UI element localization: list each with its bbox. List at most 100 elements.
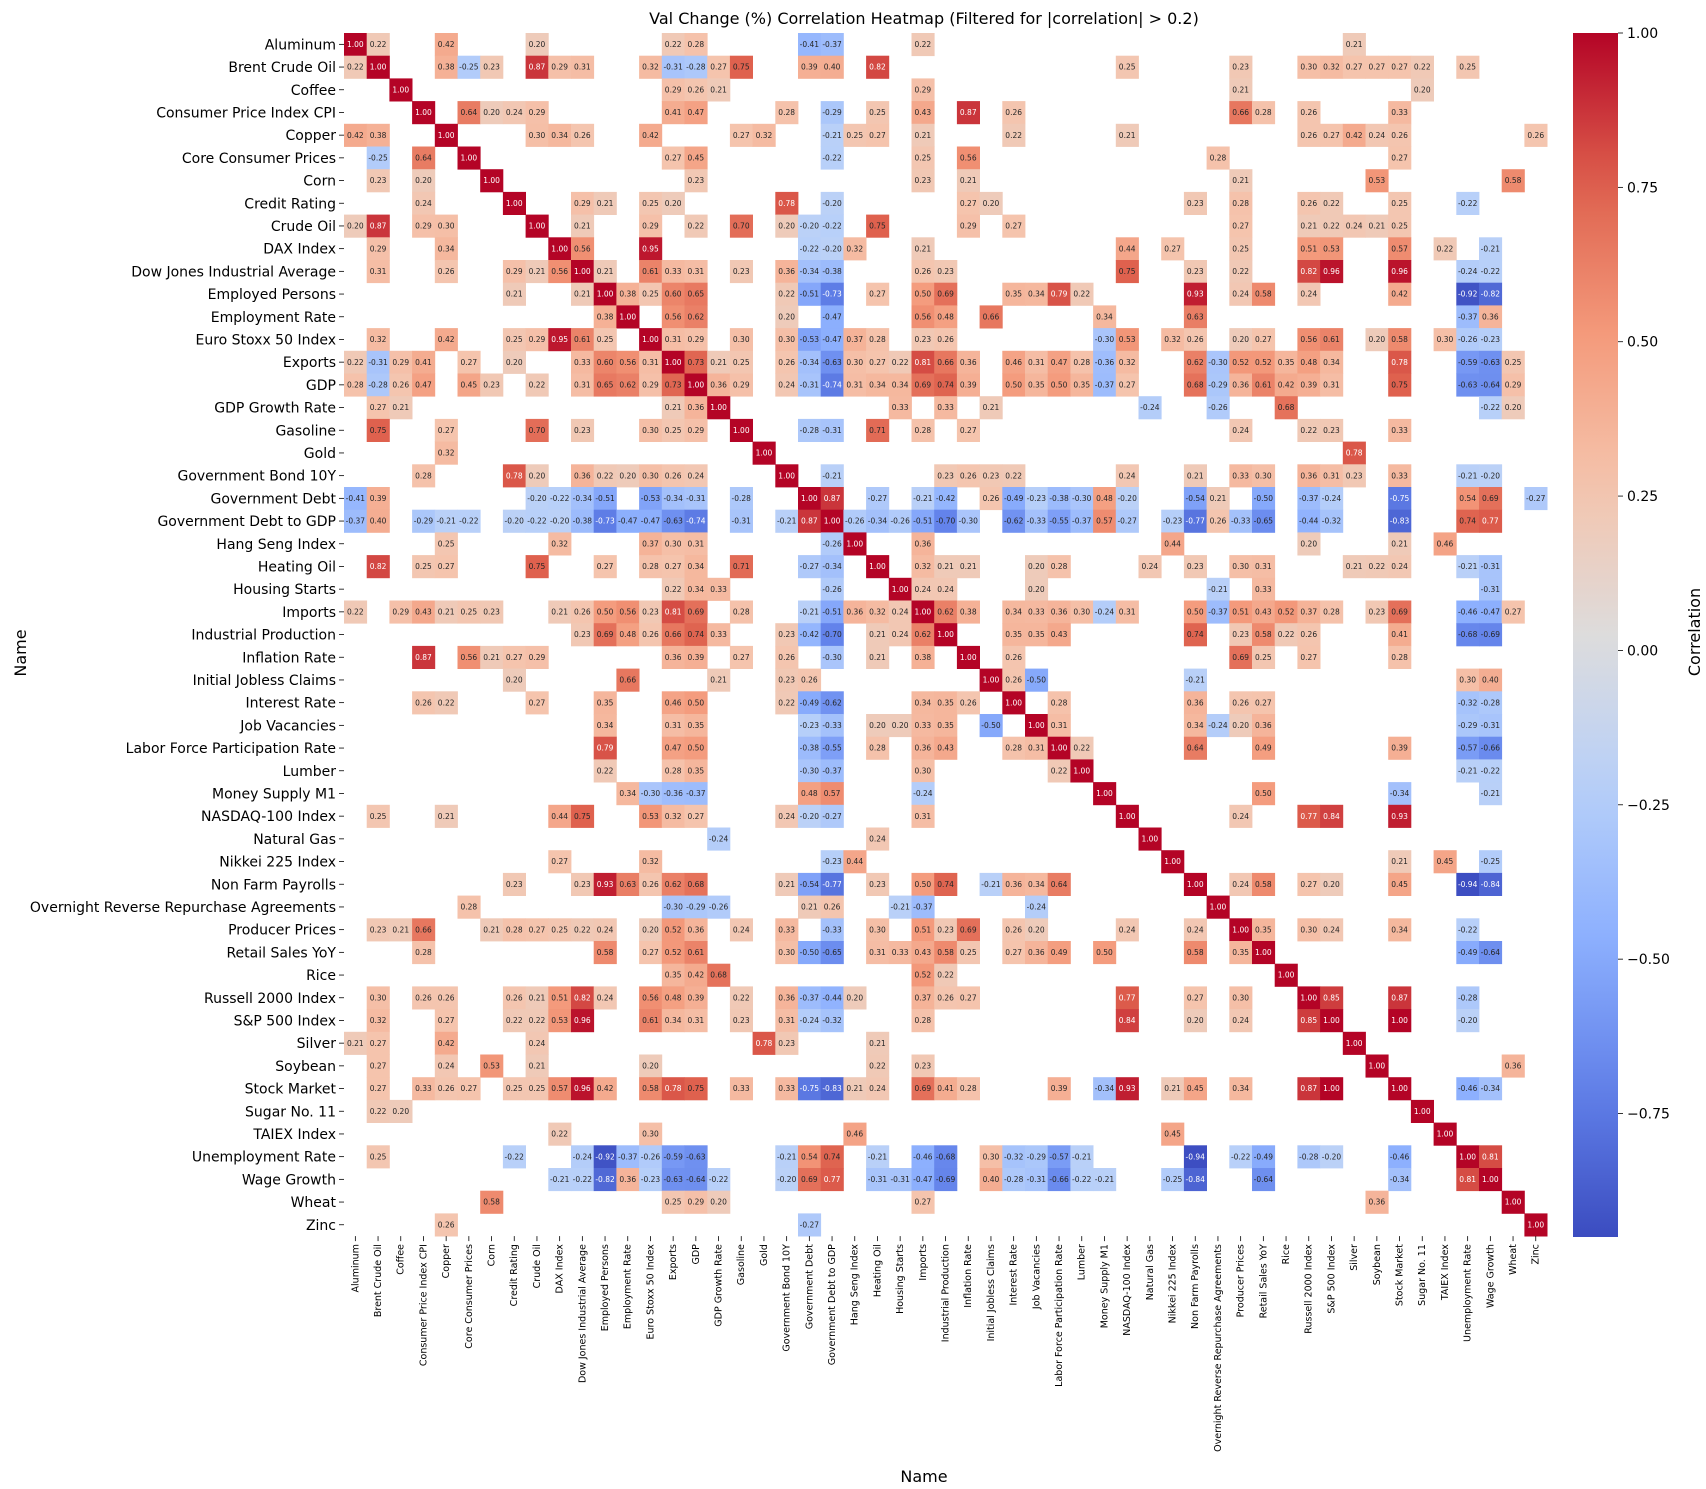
heatmap-cell — [593, 986, 617, 1010]
heatmap-cell — [1297, 532, 1321, 556]
heatmap-cell — [480, 101, 504, 125]
cell-value-label: -0.22 — [527, 517, 547, 526]
cell-value-label: 0.27 — [1505, 607, 1522, 616]
cell-value-label: 0.57 — [824, 789, 841, 798]
cell-value-label: 0.31 — [574, 63, 591, 72]
x-tick-label: Housing Starts — [895, 1244, 906, 1314]
cell-value-label: 0.25 — [597, 335, 614, 344]
cell-value-label: -0.55 — [1049, 517, 1069, 526]
cell-value-label: 0.32 — [642, 63, 659, 72]
heatmap-cell — [1115, 600, 1139, 624]
heatmap-cell — [1183, 691, 1207, 715]
cell-value-label: 0.41 — [665, 108, 682, 117]
heatmap-cell — [1252, 577, 1276, 601]
heatmap-cell — [1161, 509, 1185, 533]
cell-value-label: 0.43 — [914, 948, 931, 957]
heatmap-cell — [934, 872, 958, 896]
heatmap-cell — [1479, 691, 1503, 715]
cell-value-label: 0.42 — [1391, 290, 1408, 299]
cell-value-label: 0.93 — [1391, 812, 1408, 821]
cell-value-label: 0.27 — [1300, 880, 1317, 889]
heatmap-cell — [1206, 600, 1230, 624]
cell-value-label: 0.22 — [1323, 222, 1340, 231]
heatmap-cell — [684, 282, 708, 306]
heatmap-cell — [1388, 328, 1412, 352]
cell-value-label: -0.24 — [573, 1152, 593, 1161]
heatmap-cell — [366, 169, 390, 193]
cell-value-label: 0.36 — [778, 993, 795, 1002]
cell-value-label: 0.27 — [597, 562, 614, 571]
cell-value-label: 0.25 — [642, 199, 659, 208]
cell-value-label: -0.30 — [641, 789, 661, 798]
heatmap-cell — [1479, 237, 1503, 261]
x-tick-label: Exports — [668, 1244, 679, 1280]
heatmap-cell — [1252, 487, 1276, 511]
heatmap-cell — [798, 714, 822, 738]
cell-value-label: -0.22 — [1458, 925, 1478, 934]
cell-value-label: 0.69 — [597, 630, 614, 639]
heatmap-cell — [571, 260, 595, 284]
cell-value-label: 0.27 — [1005, 948, 1022, 957]
cell-value-label: 0.73 — [665, 380, 682, 389]
cell-value-label: 0.47 — [1051, 358, 1068, 367]
heatmap-cell — [1183, 305, 1207, 329]
cell-value-label: 0.30 — [1232, 993, 1249, 1002]
heatmap-cell — [1388, 986, 1412, 1010]
cell-value-label: 0.93 — [1119, 1084, 1136, 1093]
heatmap-cell — [1433, 237, 1457, 261]
y-tick-label: Hang Seng Index — [216, 537, 336, 553]
heatmap-cell — [798, 55, 822, 79]
cell-value-label: 0.22 — [597, 766, 614, 775]
cell-value-label: 0.30 — [1300, 925, 1317, 934]
cell-value-label: 0.24 — [1232, 1016, 1249, 1025]
heatmap-cell — [684, 78, 708, 102]
cell-value-label: 0.58 — [483, 1198, 500, 1207]
heatmap-cell — [1320, 487, 1344, 511]
y-tick-label: Housing Starts — [233, 582, 336, 598]
heatmap-cell — [843, 373, 867, 397]
heatmap-cell — [1388, 850, 1412, 874]
cell-value-label: 0.20 — [506, 358, 523, 367]
heatmap-cell — [934, 282, 958, 306]
cell-value-label: 0.20 — [1028, 925, 1045, 934]
cell-value-label: 0.30 — [1437, 335, 1454, 344]
heatmap-cell — [344, 350, 368, 374]
heatmap-cell — [911, 33, 935, 57]
heatmap-cell — [1320, 1077, 1344, 1101]
heatmap-cell — [366, 918, 390, 942]
heatmap-cell — [1456, 759, 1480, 783]
x-tick-label: Stock Market — [1395, 1244, 1406, 1306]
heatmap-cell — [661, 918, 685, 942]
heatmap-cell — [820, 260, 844, 284]
cell-value-label: 0.34 — [619, 789, 636, 798]
heatmap-cell — [1297, 101, 1321, 125]
cell-value-label: 0.23 — [687, 176, 704, 185]
cell-value-label: 0.22 — [347, 607, 364, 616]
cell-value-label: 0.36 — [687, 925, 704, 934]
cell-value-label: 0.21 — [869, 653, 886, 662]
cell-value-label: 0.63 — [1187, 312, 1204, 321]
heatmap-cell — [820, 464, 844, 488]
x-tick-label: Interest Rate — [1009, 1244, 1020, 1306]
cell-value-label: -0.41 — [346, 494, 366, 503]
cell-value-label: 0.31 — [642, 358, 659, 367]
cell-value-label: 0.22 — [370, 1107, 387, 1116]
heatmap-cell — [525, 33, 549, 57]
heatmap-cell — [934, 918, 958, 942]
heatmap-cell — [1252, 600, 1276, 624]
cell-value-label: 0.69 — [960, 925, 977, 934]
cell-value-label: -0.21 — [1095, 1175, 1115, 1184]
heatmap-cell — [1297, 1009, 1321, 1033]
cell-value-label: 0.78 — [1346, 449, 1363, 458]
heatmap-cell — [1297, 373, 1321, 397]
heatmap-cell — [866, 328, 890, 352]
heatmap-cell — [1161, 237, 1185, 261]
cell-value-label: -0.37 — [1072, 517, 1092, 526]
heatmap-cell — [1479, 577, 1503, 601]
cell-value-label: 1.00 — [1255, 948, 1272, 957]
heatmap-cell — [707, 577, 731, 601]
heatmap-cell — [934, 509, 958, 533]
heatmap-cell — [1229, 918, 1253, 942]
heatmap-cell — [798, 350, 822, 374]
cell-value-label: -0.31 — [868, 1175, 888, 1184]
